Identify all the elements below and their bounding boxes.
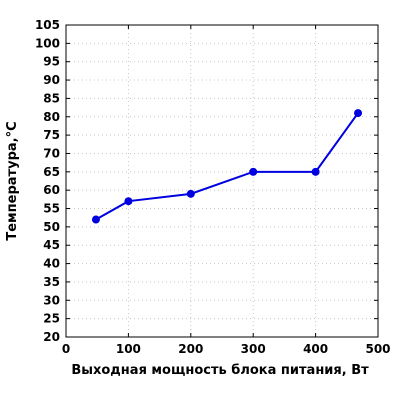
data-point <box>311 167 320 176</box>
data-point <box>124 197 133 206</box>
y-tick-label: 35 <box>43 275 60 289</box>
y-tick-label: 25 <box>43 312 60 326</box>
y-tick-label: 100 <box>35 36 60 50</box>
data-point <box>249 167 258 176</box>
series-line <box>95 112 359 221</box>
y-tick-label: 20 <box>43 330 60 344</box>
y-tick-label: 40 <box>43 257 60 271</box>
x-tick-label: 400 <box>303 342 328 356</box>
x-axis-title: Выходная мощность блока питания, Вт <box>71 363 369 378</box>
data-point <box>354 109 363 118</box>
grid <box>66 25 378 337</box>
y-tick-label: 45 <box>43 238 60 252</box>
y-tick-label: 105 <box>35 18 60 32</box>
x-tick-label: 500 <box>365 342 390 356</box>
y-tick-label: 90 <box>43 73 60 87</box>
data-point <box>186 189 195 198</box>
y-tick-label: 85 <box>43 91 60 105</box>
axis-ticks: 0 100 200 300 400 500 20 25 30 35 40 45 50 55 60 65 70 75… <box>35 18 391 356</box>
y-tick-label: 60 <box>43 183 60 197</box>
y-tick-label: 50 <box>43 220 60 234</box>
y-tick-label: 65 <box>43 165 60 179</box>
x-tick-label: 100 <box>116 342 141 356</box>
x-tick-label: 0 <box>62 342 70 356</box>
y-tick-label: 95 <box>43 55 60 69</box>
y-tick-label: 55 <box>43 202 60 216</box>
y-tick-label: 80 <box>43 110 60 124</box>
plot-frame <box>65 24 379 338</box>
data-point <box>91 215 100 224</box>
y-tick-label: 70 <box>43 146 60 160</box>
x-tick-label: 200 <box>178 342 203 356</box>
y-axis-title: Температура,°C <box>5 121 20 240</box>
series <box>91 109 363 224</box>
y-tick-label: 30 <box>43 293 60 307</box>
y-tick-label: 75 <box>43 128 60 142</box>
x-tick-label: 300 <box>241 342 266 356</box>
